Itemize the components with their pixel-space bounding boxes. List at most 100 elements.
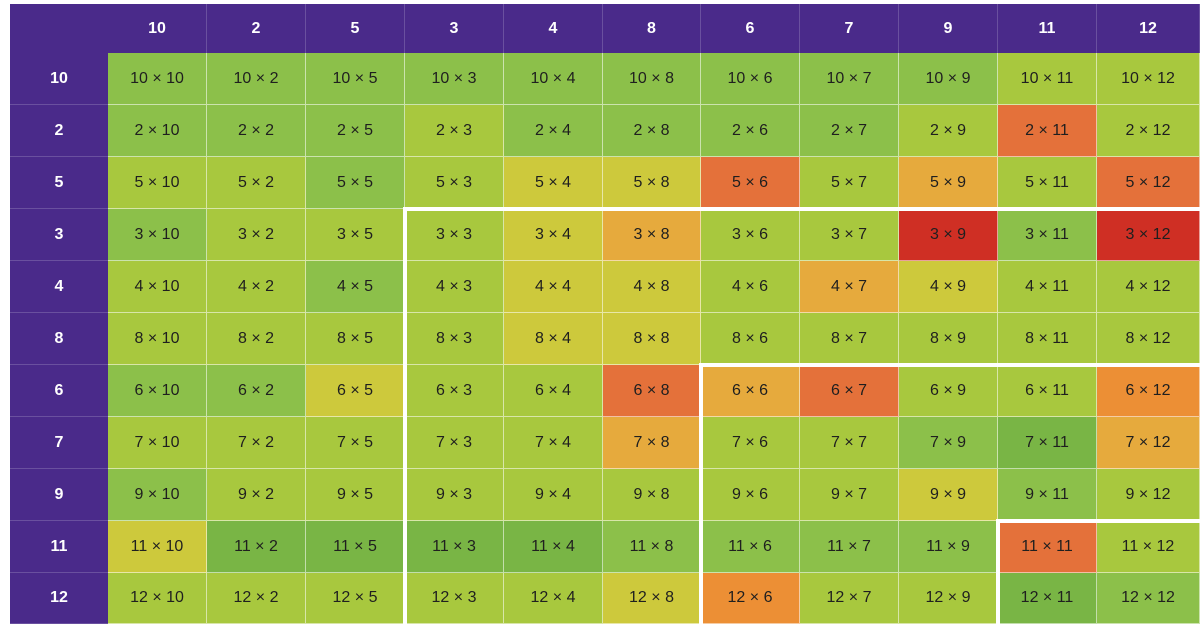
product-cell: 2 × 9 <box>899 105 998 157</box>
row-header: 4 <box>10 261 108 313</box>
region-separator <box>403 207 1200 211</box>
product-cell: 7 × 3 <box>405 417 504 469</box>
product-cell: 8 × 4 <box>504 313 603 365</box>
product-cell: 12 × 6 <box>701 573 800 624</box>
row-header: 6 <box>10 365 108 417</box>
column-header: 6 <box>701 4 800 53</box>
product-cell: 12 × 11 <box>998 573 1097 624</box>
product-cell: 3 × 5 <box>306 209 405 261</box>
product-cell: 11 × 12 <box>1097 521 1200 573</box>
region-separator <box>996 519 1200 523</box>
product-cell: 10 × 12 <box>1097 53 1200 105</box>
column-header: 8 <box>603 4 701 53</box>
product-cell: 11 × 7 <box>800 521 899 573</box>
product-cell: 8 × 10 <box>108 313 207 365</box>
product-cell: 5 × 7 <box>800 157 899 209</box>
product-cell: 8 × 8 <box>603 313 701 365</box>
row-header: 10 <box>10 53 108 105</box>
row-header: 7 <box>10 417 108 469</box>
product-cell: 11 × 3 <box>405 521 504 573</box>
product-cell: 9 × 12 <box>1097 469 1200 521</box>
product-cell: 6 × 10 <box>108 365 207 417</box>
product-cell: 6 × 11 <box>998 365 1097 417</box>
product-cell: 11 × 2 <box>207 521 306 573</box>
product-cell: 5 × 2 <box>207 157 306 209</box>
product-cell: 9 × 5 <box>306 469 405 521</box>
product-cell: 4 × 12 <box>1097 261 1200 313</box>
product-cell: 9 × 7 <box>800 469 899 521</box>
product-cell: 2 × 7 <box>800 105 899 157</box>
product-cell: 11 × 6 <box>701 521 800 573</box>
product-cell: 9 × 8 <box>603 469 701 521</box>
column-header: 3 <box>405 4 504 53</box>
product-cell: 11 × 4 <box>504 521 603 573</box>
product-cell: 3 × 11 <box>998 209 1097 261</box>
product-cell: 4 × 2 <box>207 261 306 313</box>
product-cell: 3 × 10 <box>108 209 207 261</box>
product-cell: 7 × 11 <box>998 417 1097 469</box>
column-header: 10 <box>108 4 207 53</box>
product-cell: 11 × 5 <box>306 521 405 573</box>
product-cell: 7 × 2 <box>207 417 306 469</box>
product-cell: 3 × 6 <box>701 209 800 261</box>
product-cell: 2 × 8 <box>603 105 701 157</box>
row-header: 9 <box>10 469 108 521</box>
product-cell: 4 × 8 <box>603 261 701 313</box>
product-cell: 12 × 7 <box>800 573 899 624</box>
product-cell: 10 × 5 <box>306 53 405 105</box>
product-cell: 8 × 3 <box>405 313 504 365</box>
region-separator <box>699 363 703 624</box>
product-cell: 4 × 4 <box>504 261 603 313</box>
row-header: 12 <box>10 573 108 624</box>
product-cell: 5 × 4 <box>504 157 603 209</box>
product-cell: 7 × 12 <box>1097 417 1200 469</box>
product-cell: 2 × 3 <box>405 105 504 157</box>
product-cell: 2 × 4 <box>504 105 603 157</box>
product-cell: 5 × 10 <box>108 157 207 209</box>
product-cell: 11 × 9 <box>899 521 998 573</box>
product-cell: 9 × 10 <box>108 469 207 521</box>
product-cell: 6 × 9 <box>899 365 998 417</box>
product-cell: 11 × 10 <box>108 521 207 573</box>
product-cell: 3 × 4 <box>504 209 603 261</box>
product-cell: 3 × 9 <box>899 209 998 261</box>
product-cell: 10 × 8 <box>603 53 701 105</box>
product-cell: 3 × 12 <box>1097 209 1200 261</box>
row-header: 2 <box>10 105 108 157</box>
product-cell: 10 × 7 <box>800 53 899 105</box>
product-cell: 4 × 3 <box>405 261 504 313</box>
product-cell: 2 × 11 <box>998 105 1097 157</box>
product-cell: 10 × 11 <box>998 53 1097 105</box>
column-header: 7 <box>800 4 899 53</box>
product-cell: 12 × 9 <box>899 573 998 624</box>
multiplication-table: 10 2 5 3 4 8 6 7 9 11 12 10 2 5 3 4 8 6 7 9 11 12 10 × 10 10 × … <box>10 4 1200 624</box>
product-cell: 5 × 11 <box>998 157 1097 209</box>
product-cell: 7 × 6 <box>701 417 800 469</box>
product-cell: 8 × 5 <box>306 313 405 365</box>
product-cell: 5 × 12 <box>1097 157 1200 209</box>
product-cell: 8 × 2 <box>207 313 306 365</box>
product-cell: 9 × 4 <box>504 469 603 521</box>
product-cell: 7 × 7 <box>800 417 899 469</box>
product-cell: 4 × 6 <box>701 261 800 313</box>
product-cell: 6 × 2 <box>207 365 306 417</box>
product-cell: 12 × 2 <box>207 573 306 624</box>
column-header: 4 <box>504 4 603 53</box>
product-cell: 12 × 4 <box>504 573 603 624</box>
region-separator <box>699 363 1200 367</box>
product-cell: 4 × 5 <box>306 261 405 313</box>
product-cell: 3 × 7 <box>800 209 899 261</box>
product-cell: 9 × 9 <box>899 469 998 521</box>
product-cell: 6 × 5 <box>306 365 405 417</box>
product-cell: 4 × 7 <box>800 261 899 313</box>
product-cell: 8 × 9 <box>899 313 998 365</box>
product-cell: 2 × 2 <box>207 105 306 157</box>
corner-cell <box>10 4 108 53</box>
product-cell: 3 × 8 <box>603 209 701 261</box>
row-header: 11 <box>10 521 108 573</box>
product-cell: 10 × 3 <box>405 53 504 105</box>
product-cell: 5 × 3 <box>405 157 504 209</box>
product-cell: 6 × 8 <box>603 365 701 417</box>
product-cell: 4 × 9 <box>899 261 998 313</box>
product-cell: 3 × 2 <box>207 209 306 261</box>
